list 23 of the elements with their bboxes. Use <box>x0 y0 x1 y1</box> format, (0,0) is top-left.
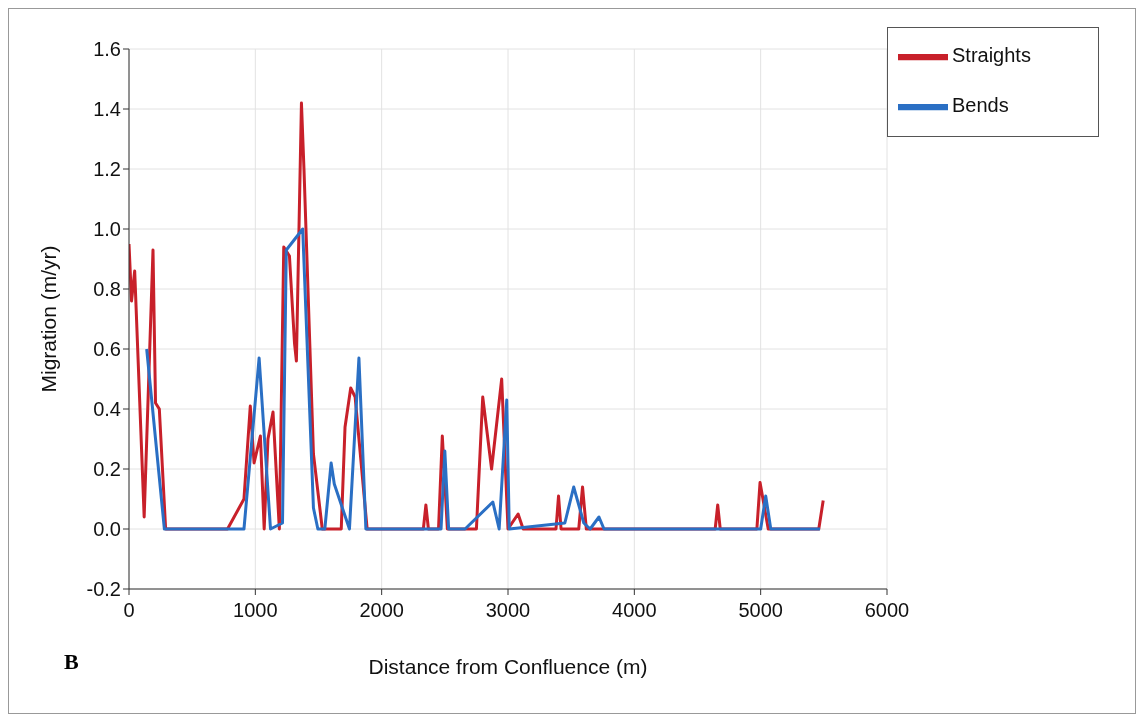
x-tick-label: 2000 <box>359 599 404 622</box>
y-tick-label: 1.2 <box>93 158 121 181</box>
y-tick-label: -0.2 <box>86 578 121 601</box>
y-tick-label: 0.4 <box>93 398 121 421</box>
x-tick-label: 4000 <box>612 599 657 622</box>
y-tick-label: 1.6 <box>93 38 121 61</box>
x-tick-label: 3000 <box>485 599 531 622</box>
y-axis-title: Migration (m/yr) <box>37 245 61 393</box>
x-tick-label: 6000 <box>864 599 910 622</box>
y-tick-label: 0.8 <box>93 278 121 301</box>
x-tick-label: 5000 <box>738 599 783 622</box>
x-tick-label: 0 <box>123 599 135 622</box>
y-tick-label: 0.2 <box>93 458 121 481</box>
legend-label: Straights <box>952 44 1031 67</box>
x-axis-title: Distance from Confluence (m) <box>368 655 648 678</box>
y-tick-label: 1.0 <box>93 218 121 241</box>
y-tick-label: 1.4 <box>93 98 121 121</box>
legend-label: Bends <box>952 94 1009 117</box>
y-tick-label: 0.6 <box>93 338 121 361</box>
text: B <box>64 649 79 675</box>
line-series <box>145 227 822 531</box>
x-tick-label: 1000 <box>233 599 278 622</box>
y-tick-label: 0.0 <box>93 518 121 541</box>
